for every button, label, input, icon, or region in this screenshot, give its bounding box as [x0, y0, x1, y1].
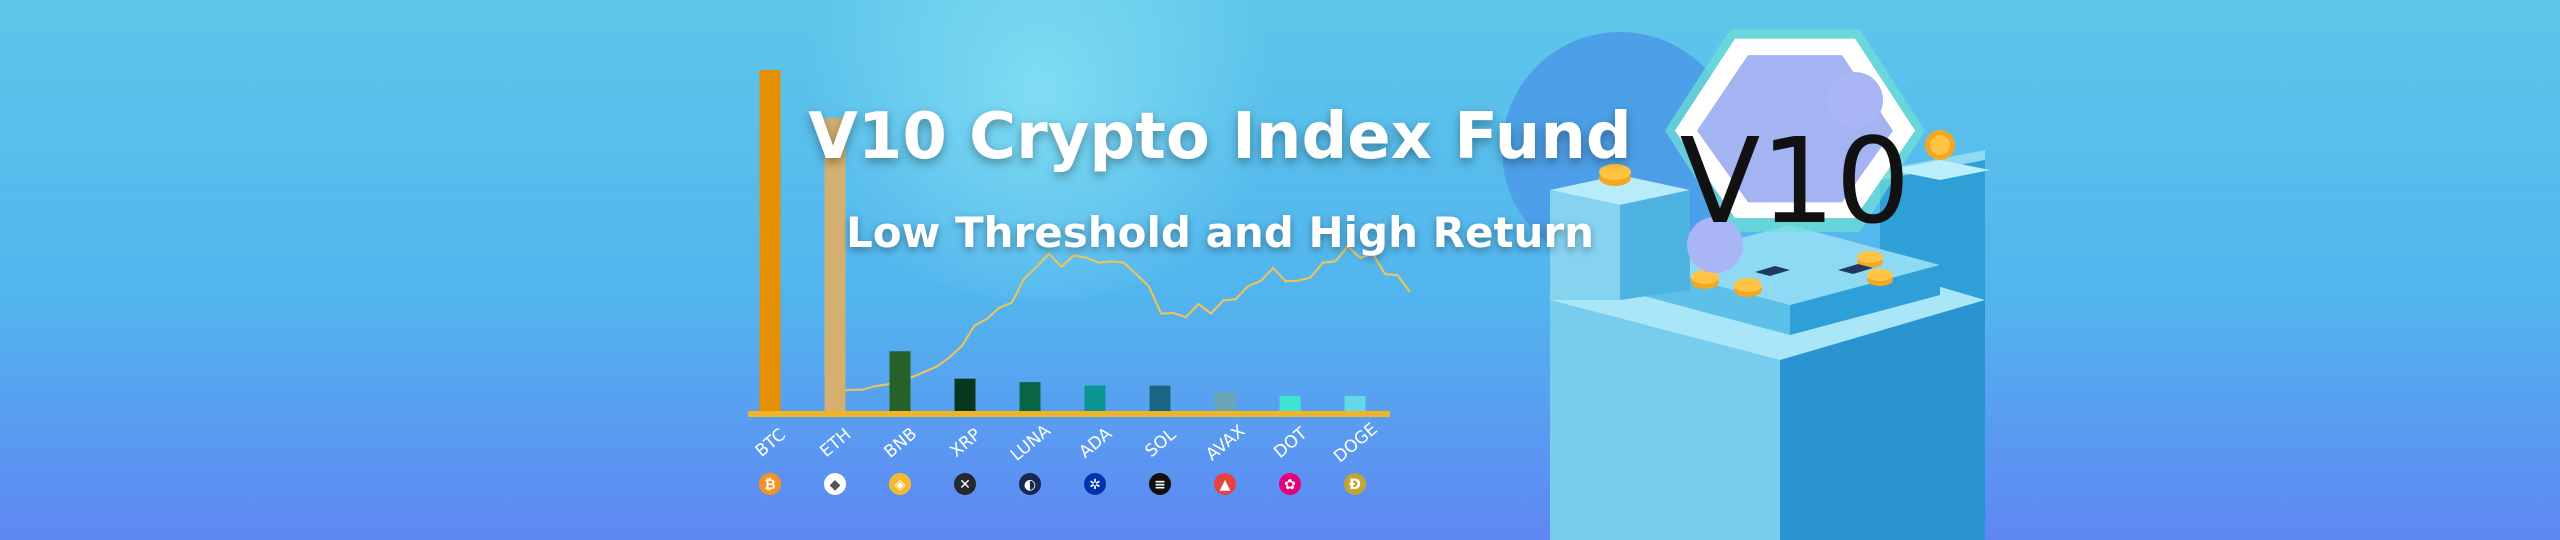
svg-text:◈: ◈: [895, 477, 906, 493]
svg-text:▲: ▲: [1220, 477, 1231, 493]
tick-label-luna: LUNA: [1007, 421, 1055, 466]
svg-text:✕: ✕: [959, 477, 971, 493]
svg-text:✲: ✲: [1089, 477, 1101, 493]
bar-sol: [1149, 385, 1171, 413]
bar-avax: [1214, 392, 1236, 413]
svg-text:Ð: Ð: [1349, 477, 1361, 493]
tick-label-bnb: BNB: [881, 424, 921, 462]
polkadot-icon: ✿: [1279, 473, 1301, 495]
bar-btc: [759, 70, 781, 413]
bitcoin-icon: ₿: [759, 473, 781, 495]
tick-label-ada: ADA: [1076, 424, 1117, 463]
v10-logo-text: V10: [1680, 112, 1911, 250]
avalanche-icon: ▲: [1214, 473, 1236, 495]
cardano-icon: ✲: [1084, 473, 1106, 495]
tick-label-sol: SOL: [1141, 424, 1180, 461]
luna-icon: ◐: [1019, 473, 1041, 495]
tick-label-doge: DOGE: [1330, 419, 1381, 467]
ethereum-icon: ◆: [824, 473, 846, 495]
svg-text:≡: ≡: [1154, 477, 1166, 493]
bar-xrp: [954, 378, 976, 413]
svg-text:✿: ✿: [1284, 477, 1296, 493]
banner-title: V10 Crypto Index Fund: [808, 100, 1632, 174]
bar-bnb: [889, 351, 911, 413]
bar-dot: [1279, 395, 1301, 413]
bar-eth: [824, 118, 846, 414]
tick-label-avax: AVAX: [1202, 421, 1249, 465]
svg-text:₿: ₿: [764, 477, 775, 493]
tick-label-dot: DOT: [1270, 423, 1312, 462]
tick-label-eth: ETH: [816, 425, 855, 462]
bar-doge: [1344, 395, 1366, 413]
bnb-icon: ◈: [889, 473, 911, 495]
price-trend-line: [825, 244, 1411, 393]
banner-subtitle: Low Threshold and High Return: [845, 208, 1595, 257]
dogecoin-icon: Ð: [1344, 473, 1366, 495]
tick-label-xrp: XRP: [946, 425, 985, 462]
svg-text:◐: ◐: [1024, 477, 1036, 493]
xrp-icon: ✕: [954, 473, 976, 495]
bar-ada: [1084, 385, 1106, 413]
svg-text:◆: ◆: [830, 477, 841, 493]
solana-icon: ≡: [1149, 473, 1171, 495]
bar-luna: [1019, 382, 1041, 413]
tick-label-btc: BTC: [752, 425, 790, 461]
